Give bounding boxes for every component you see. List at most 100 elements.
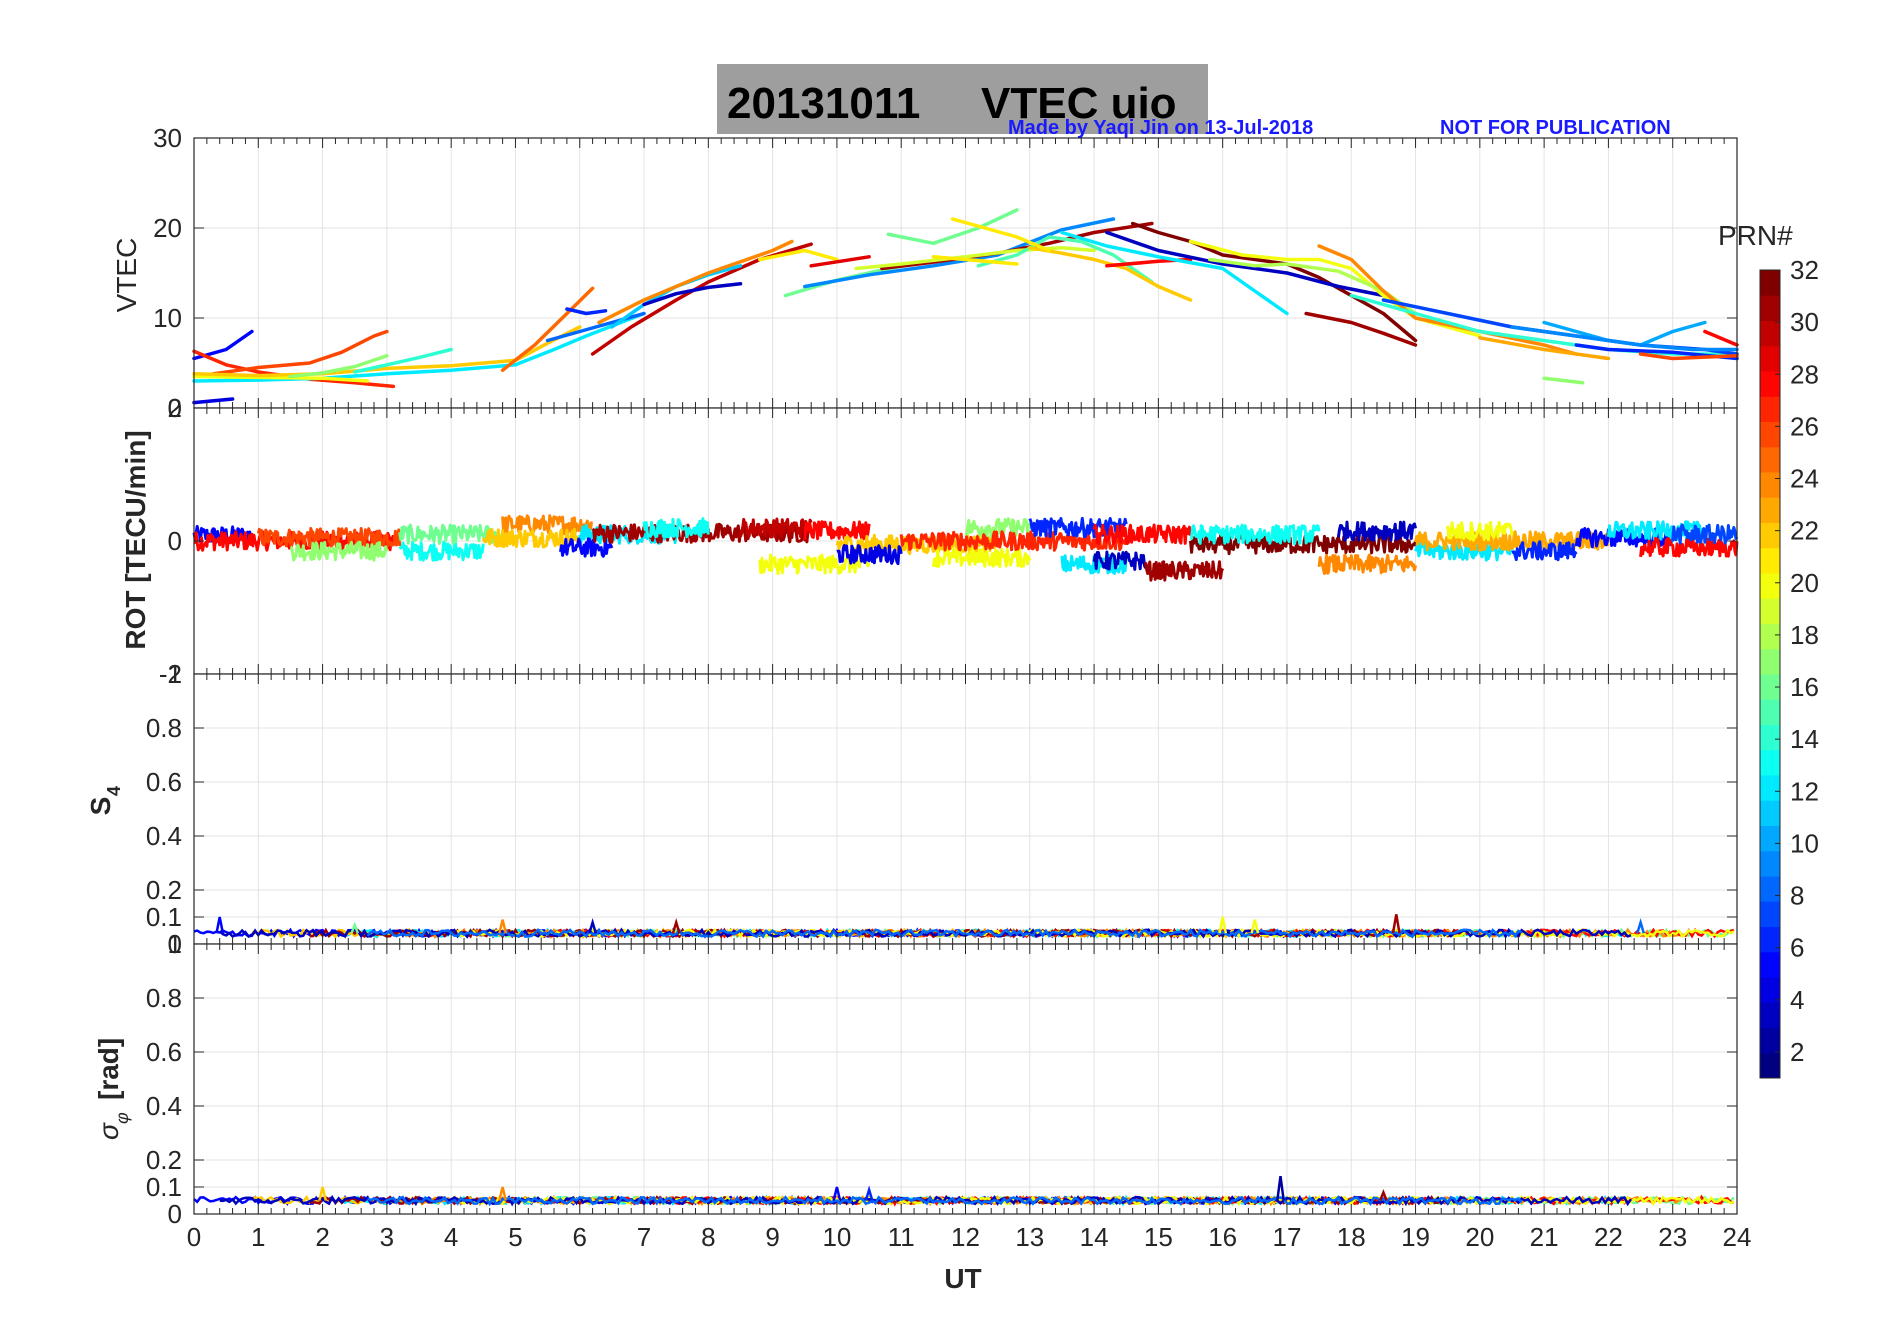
y-tick-label: 0	[168, 393, 182, 423]
s4-spike	[1250, 919, 1260, 934]
colorbar-segment	[1760, 648, 1780, 675]
rot-series-prn-4	[836, 544, 903, 566]
colorbar-segment	[1760, 926, 1780, 953]
sigma-phi-series-prn-8	[366, 1195, 1523, 1207]
vtec-series-prn-9	[1510, 325, 1739, 352]
colorbar-tick-label: 26	[1790, 411, 1819, 441]
colorbar-segment	[1760, 345, 1780, 372]
sigma-phi-spike	[318, 1186, 328, 1201]
colorbar-tick-label: 28	[1790, 359, 1819, 389]
x-tick-label: 22	[1594, 1222, 1623, 1252]
x-tick-label: 16	[1208, 1222, 1237, 1252]
y-tick-label: 0.1	[146, 902, 182, 932]
x-tick-label: 17	[1272, 1222, 1301, 1252]
vtec-panel: 0 10 20 30	[153, 123, 1739, 423]
x-tick-label: 18	[1337, 1222, 1366, 1252]
rot-series-prn-6	[1511, 540, 1578, 562]
vtec-series-prn-4	[192, 397, 235, 405]
x-tick-label: 4	[444, 1222, 458, 1252]
x-tick-label: 21	[1530, 1222, 1559, 1252]
s4-spike	[588, 917, 597, 934]
colorbar-segment	[1760, 270, 1780, 296]
colorbar-segment	[1760, 951, 1780, 978]
sigma-phi-spike	[498, 1186, 508, 1201]
y-tick-label: -2	[159, 659, 182, 689]
x-tick-label: 13	[1015, 1222, 1044, 1252]
colorbar-tick-label: 30	[1790, 307, 1819, 337]
vtec-series-prn-31	[880, 221, 1154, 271]
title-box	[717, 64, 1208, 134]
colorbar-tick-label: 20	[1790, 568, 1819, 598]
rot-series-prn-28	[1639, 536, 1739, 558]
colorbar-tick-label: 8	[1790, 881, 1804, 911]
x-tick-label: 6	[573, 1222, 587, 1252]
vtec-series-prn-12	[192, 311, 646, 383]
colorbar-segment	[1760, 623, 1780, 650]
y-tick-label: 0.8	[146, 713, 182, 743]
colorbar-tick-label: 24	[1790, 464, 1819, 494]
rot-series-prn-17	[289, 540, 389, 562]
s4-spike	[215, 916, 225, 934]
colorbar-frame	[1759, 269, 1781, 1079]
rot-series-prn-13	[398, 540, 485, 562]
colorbar-segment	[1760, 749, 1780, 776]
colorbar-tick-label: 2	[1790, 1037, 1804, 1067]
x-tick-label: 20	[1465, 1222, 1494, 1252]
svg-text:φ: φ	[112, 1112, 132, 1124]
rot-series-prn-13	[1190, 523, 1321, 546]
rot-series-prn-30	[739, 517, 813, 539]
y-tick-label: 0.4	[146, 1091, 182, 1121]
s4-series-prn-8	[366, 927, 1523, 939]
rot-series-prn-20	[931, 547, 1032, 569]
vtec-series-prn-3	[642, 282, 743, 307]
colorbar-segment	[1760, 1052, 1780, 1079]
vtec-series-prn-21	[950, 217, 1051, 253]
svg-text:σ: σ	[93, 1122, 124, 1140]
credit-author: Made by Yaqi Jin on 13-Jul-2018	[1008, 117, 1313, 139]
x-tick-label: 9	[765, 1222, 779, 1252]
rot-series-prn-13	[642, 517, 710, 539]
title-date: 20131011	[727, 79, 920, 128]
colorbar-tick-label: 12	[1790, 776, 1819, 806]
colorbar-segment	[1760, 674, 1780, 700]
rot-panel: -202	[159, 393, 1739, 689]
rot-series-prn-27	[899, 530, 1128, 552]
vtec-series-prn-6	[1574, 343, 1739, 361]
y-tick-label: 1	[168, 929, 182, 959]
y-tick-label: 1	[168, 659, 182, 689]
y-tick-label: 0.6	[146, 767, 182, 797]
vtec-series-prn-21	[931, 255, 1019, 266]
y-tick-label: 0.8	[146, 983, 182, 1013]
vtec-series-prn-24	[1317, 244, 1579, 356]
s4-spike	[671, 918, 681, 934]
svg-text:[rad]: [rad]	[93, 1038, 124, 1100]
colorbar-tick-label: 22	[1790, 516, 1819, 546]
rot-series-prn-3	[1336, 520, 1417, 542]
colorbar-segment	[1760, 421, 1780, 448]
colorbar-segment	[1760, 1027, 1780, 1054]
y-tick-label: 30	[153, 123, 182, 153]
y-tick-label: 0	[168, 929, 182, 959]
vtec-series-prn-26	[211, 329, 389, 376]
s4-spike	[1391, 914, 1401, 934]
rot-series-prn-5	[559, 537, 614, 558]
x-tick-label: 8	[701, 1222, 715, 1252]
x-tick-label: 1	[251, 1222, 265, 1252]
y-tick-label: 20	[153, 213, 182, 243]
colorbar-segment	[1760, 977, 1780, 1003]
vtec-series-prn-14	[352, 347, 453, 374]
x-tick-label: 19	[1401, 1222, 1430, 1252]
s4-series-prn-3	[218, 927, 1632, 940]
colorbar-segment	[1760, 522, 1780, 549]
colorbar-segment	[1760, 598, 1780, 624]
colorbar-tick-label: 14	[1790, 724, 1819, 754]
y-tick-label: 0.4	[146, 821, 182, 851]
sigma-phi-panel: 00.10.20.40.60.810 1 2 3 4 5 6 7 8 9 10 11 12 13 14 15 1…	[146, 929, 1752, 1252]
colorbar-segment	[1760, 573, 1780, 599]
y-tick-label: 0.6	[146, 1037, 182, 1067]
y-tick-label: 0.2	[146, 875, 182, 905]
s4-spike	[350, 921, 360, 934]
colorbar-segment	[1760, 825, 1780, 852]
